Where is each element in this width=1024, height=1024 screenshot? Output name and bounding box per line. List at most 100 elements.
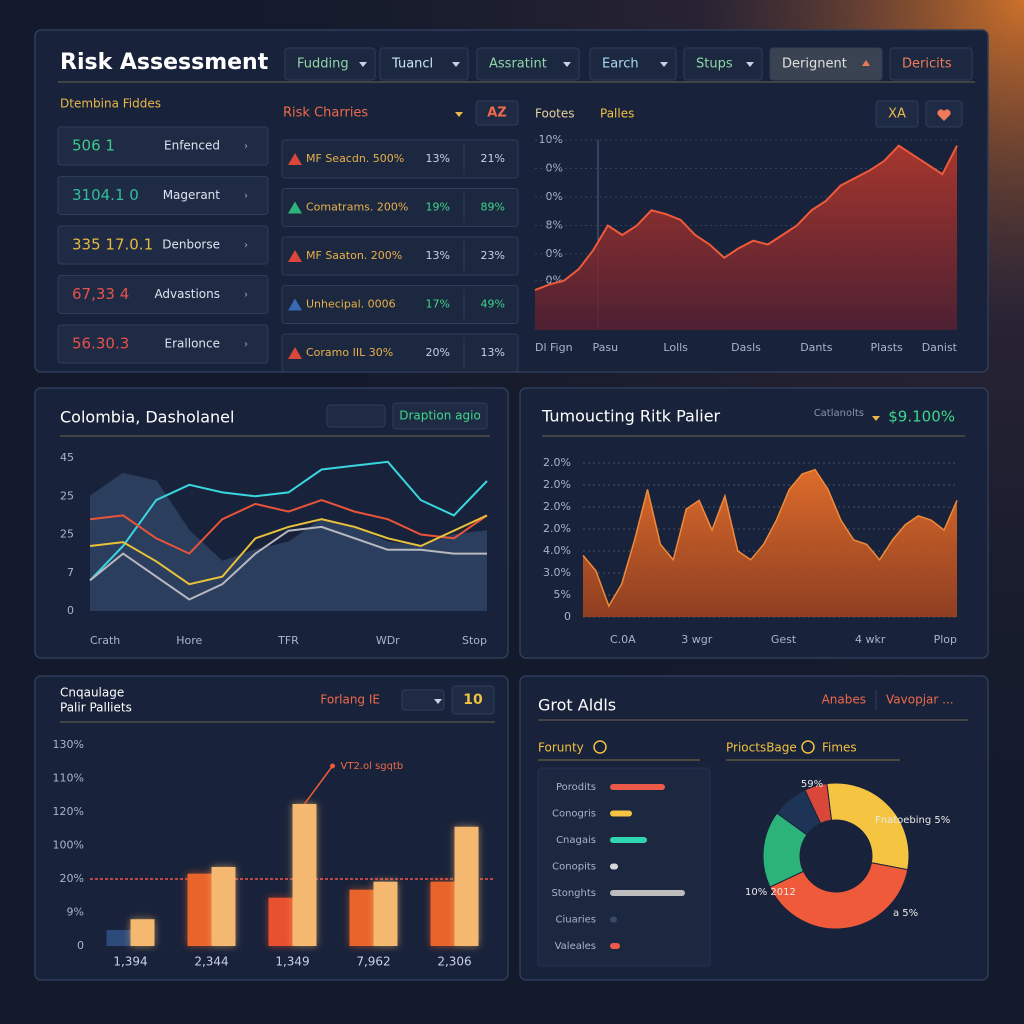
annotation-pointer [303, 765, 334, 805]
y-tick-label: 0 [564, 610, 571, 623]
risk-value: 23% [481, 249, 505, 262]
summary-row[interactable] [57, 275, 269, 314]
chart-title: Tumoucting Ritk Palier [541, 407, 721, 426]
nav-tab[interactable] [284, 47, 376, 81]
y-tick-label: 0% [546, 247, 563, 260]
row-arrow: › [244, 339, 248, 350]
risk-row[interactable] [281, 236, 519, 276]
legend-label: Forunty [538, 741, 584, 755]
data-line [89, 525, 487, 601]
nav-tab-label: Assratint [489, 57, 547, 72]
dropdown-caret [563, 62, 571, 67]
nav-tab[interactable] [476, 47, 580, 81]
category-label: Stonghts [551, 888, 596, 899]
nav-tab[interactable] [769, 47, 883, 81]
section-title: Risk Charries [283, 106, 368, 121]
donut-segment [769, 862, 909, 930]
bar [349, 889, 374, 946]
risk-row[interactable] [281, 285, 519, 324]
risk-icon [288, 298, 302, 311]
chart-icons[interactable] [326, 404, 386, 428]
x-tick-label: C.0A [610, 633, 636, 646]
legend-toggle[interactable] [593, 740, 607, 754]
data-line [89, 499, 488, 555]
y-tick-label: 0% [546, 190, 563, 203]
annotation: VT2.ol sgqtb [341, 761, 404, 772]
nav-tab-label: Earch [602, 57, 639, 72]
dropdown-caret [746, 62, 754, 67]
x-tick-label: Pasu [593, 341, 619, 354]
x-tick-label: Dasls [731, 341, 761, 354]
row-arrow: › [244, 240, 248, 251]
x-tick-label: Lolls [663, 341, 688, 354]
nav-tab[interactable] [379, 47, 469, 81]
x-tick-label: Dl Fign [535, 341, 573, 354]
y-tick-label: 25 [60, 489, 74, 502]
summary-label: Denborse [162, 238, 220, 252]
risk-row[interactable] [281, 333, 519, 373]
x-tick-label: TFR [277, 634, 299, 647]
chart-title: Colombia, Dasholanel [60, 408, 234, 427]
bar [373, 881, 398, 946]
category-label: Conogris [552, 809, 596, 820]
sort-button[interactable] [475, 100, 519, 126]
nav-tab[interactable] [683, 47, 763, 81]
breakdown-list [537, 767, 711, 967]
category-label: Ciuaries [556, 915, 596, 926]
dropdown-caret [359, 62, 367, 67]
highlight-value: $9.100% [888, 408, 955, 426]
chart-button[interactable] [875, 100, 919, 128]
area-fill [535, 145, 957, 330]
risk-value: 13% [481, 346, 505, 359]
risk-name: Comatrams. 200% [306, 201, 408, 214]
section-title: Dtembina Fiddes [60, 97, 161, 111]
risk-value: 13% [426, 152, 450, 165]
bar [430, 881, 455, 946]
dropdown-caret [434, 699, 442, 704]
risk-value: 17% [426, 298, 450, 311]
legend-label: PrioctsBage [726, 741, 797, 755]
summary-row[interactable] [57, 225, 269, 265]
donut-annotation: Fnatoebing 5% [875, 815, 950, 826]
x-tick-label: 2,344 [194, 955, 228, 969]
summary-value: 56.30.3 [72, 335, 129, 353]
x-tick-label: 4 wkr [855, 633, 886, 646]
row-arrow: › [244, 141, 248, 152]
chart-icons[interactable] [401, 689, 445, 711]
category-label: Porodits [556, 782, 596, 793]
risk-value: 21% [481, 152, 505, 165]
dropdown-caret [452, 62, 460, 67]
category-label: Conopits [552, 862, 596, 873]
dropdown-label: Catlanolts [814, 408, 864, 419]
x-tick-label: 1,349 [275, 955, 309, 969]
y-tick-label: 0 [67, 604, 74, 617]
nav-tab[interactable] [589, 47, 677, 81]
summary-value: 3104.1 0 [72, 186, 139, 204]
x-tick-label: 7,962 [356, 955, 390, 969]
y-tick-label: 8% [546, 219, 563, 232]
summary-row[interactable] [57, 126, 269, 166]
tab-icon [862, 60, 870, 66]
y-tick-label: 2.0% [543, 522, 571, 535]
donut-segment [826, 782, 910, 871]
chart-button[interactable] [392, 402, 488, 430]
bar [268, 897, 293, 946]
summary-row[interactable] [57, 176, 269, 215]
risk-value: 19% [426, 201, 450, 214]
summary-row[interactable] [57, 324, 269, 364]
nav-tab[interactable] [889, 47, 973, 81]
chart-tab: Palles [600, 107, 634, 121]
risk-row[interactable] [281, 188, 519, 227]
bar [292, 803, 317, 946]
bar [454, 826, 479, 946]
donut-annotation: 10% 2012 [745, 887, 796, 898]
legend-toggle[interactable] [801, 740, 815, 754]
y-tick-label: 20% [60, 872, 84, 885]
risk-icon [288, 347, 302, 359]
y-tick-label: 110% [53, 772, 84, 785]
category-label: Cnagais [556, 835, 596, 846]
risk-row[interactable] [281, 139, 519, 179]
summary-label: Erallonce [165, 337, 220, 351]
nav-tab-label: Dericits [902, 57, 952, 72]
nav-tab-label: Fudding [297, 57, 349, 72]
